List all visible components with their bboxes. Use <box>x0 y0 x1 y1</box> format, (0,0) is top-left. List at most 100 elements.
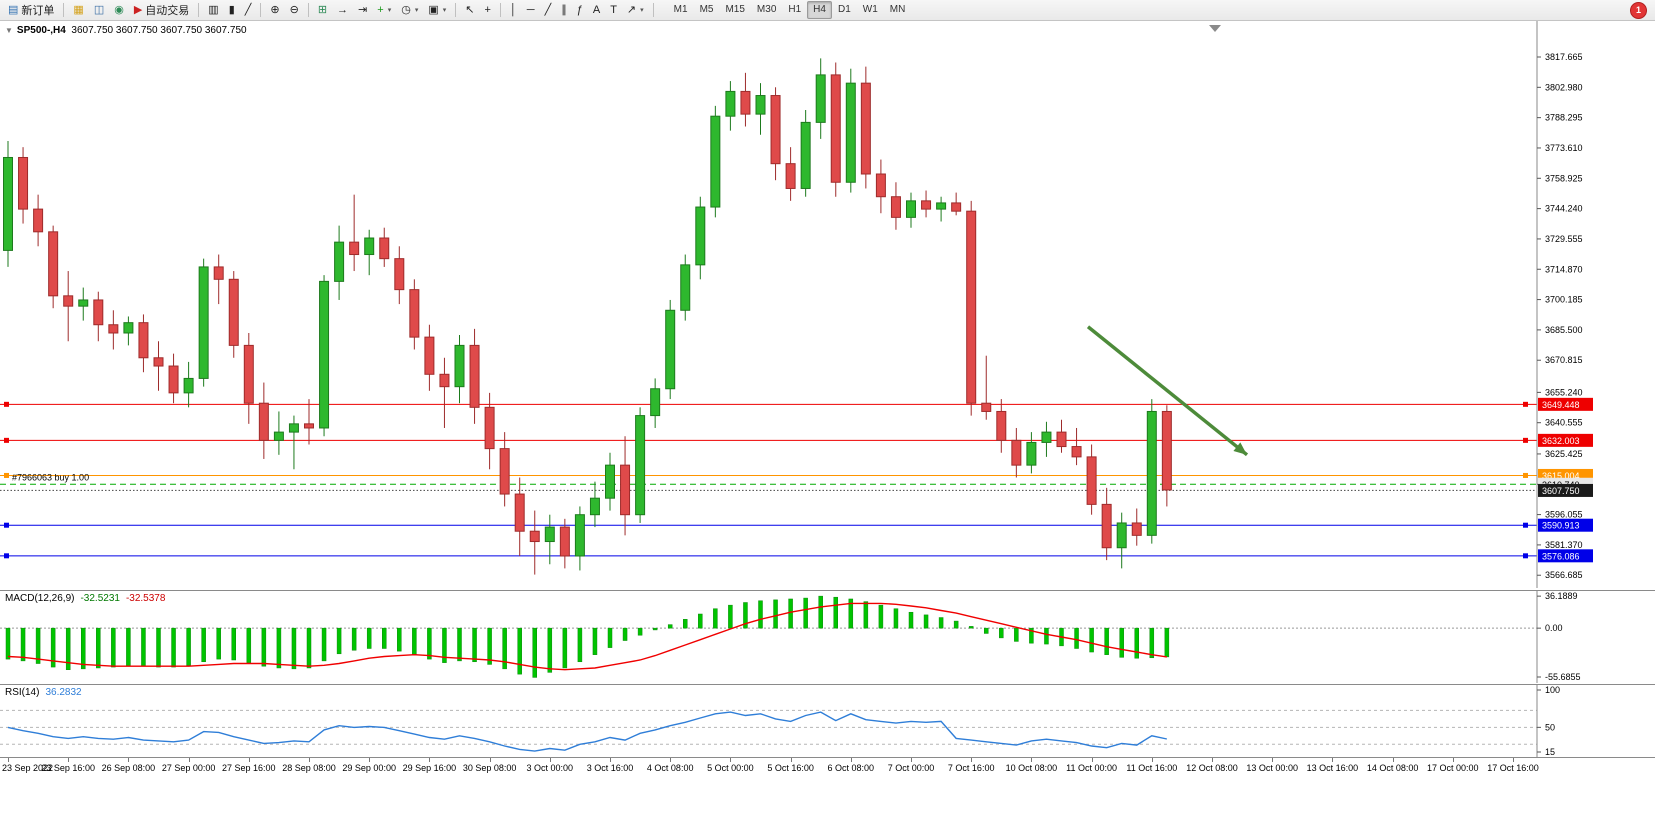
price-axis-label[interactable]: 3817.665 <box>1545 52 1583 62</box>
open-position-label[interactable]: #7966063 buy 1.00 <box>12 472 89 482</box>
auto-scroll-button[interactable]: → <box>332 1 353 20</box>
indicators-button[interactable]: + ▾ <box>372 1 396 20</box>
macd-signal-value: -32.5378 <box>125 593 166 604</box>
toolbar-separator <box>260 3 262 17</box>
time-axis[interactable]: 23 Sep 2022 23 Sep 16:00 26 Sep 08:00 27 Se… <box>0 757 1655 781</box>
support-line-blue-lower-handle[interactable] <box>4 553 9 559</box>
price-axis-label[interactable]: 3670.815 <box>1545 355 1583 365</box>
resistance-line-lower-handle[interactable] <box>1523 437 1528 443</box>
tile-windows-button[interactable]: ⊞ <box>313 1 332 20</box>
candle-body <box>1161 410 1172 491</box>
horizontal-line-button[interactable]: ─ <box>522 1 540 20</box>
macd-histogram-bar <box>1164 627 1170 658</box>
candlestick-chart-button[interactable]: ▮ <box>224 1 240 20</box>
macd-histogram-bar <box>472 627 477 663</box>
new-order-button[interactable]: ▤ 新订单 <box>3 1 59 20</box>
price-axis-label[interactable]: 3788.295 <box>1545 113 1583 123</box>
rsi-canvas[interactable]: 100 50 15 <box>0 685 1655 757</box>
timeframe-button-w1[interactable]: W1 <box>862 4 878 15</box>
price-chart-canvas[interactable]: #7966063 buy 1.00 3817.665 3802.980 3788.29… <box>0 21 1655 588</box>
price-axis-label[interactable]: 3773.610 <box>1545 143 1583 153</box>
macd-indicator-panel[interactable]: 36.1889 0.00 -55.6855 <box>0 590 1655 683</box>
vertical-line-button[interactable]: │ <box>505 1 522 20</box>
timeframe-button-mn[interactable]: MN <box>889 4 906 15</box>
candle-body <box>725 90 736 117</box>
text-button[interactable]: A <box>588 1 605 20</box>
candle-body <box>951 202 962 212</box>
one-click-trading-toggle[interactable]: ▼ <box>5 26 13 35</box>
price-axis-label[interactable]: 3802.980 <box>1545 82 1583 92</box>
candle-body <box>815 74 826 123</box>
zoom-in-button[interactable]: ⊕ <box>265 1 284 20</box>
support-line-blue-lower-handle[interactable] <box>1523 553 1528 559</box>
price-axis-label[interactable]: 3640.555 <box>1545 418 1583 428</box>
time-axis-tick <box>971 758 973 762</box>
toolbar-separator <box>307 3 309 17</box>
price-axis-label[interactable]: 3700.185 <box>1545 295 1583 305</box>
timeframe-button-m15[interactable]: M15 <box>725 4 745 15</box>
resistance-line-lower-handle[interactable] <box>4 437 9 443</box>
notifications-badge[interactable]: 1 <box>1630 1 1647 19</box>
timeframe-button-h1[interactable]: H1 <box>788 4 802 15</box>
trend-arrow-head[interactable] <box>1233 442 1247 455</box>
macd-histogram-bar <box>1119 627 1124 658</box>
macd-histogram-bar <box>487 627 492 665</box>
trendline-icon: ╱ <box>544 3 552 16</box>
price-axis-label[interactable]: 3625.425 <box>1545 449 1583 459</box>
support-line-orange-handle[interactable] <box>1523 472 1528 478</box>
terminal-button[interactable]: ◉ <box>109 1 129 20</box>
price-axis-label[interactable]: 3566.685 <box>1545 570 1583 580</box>
timeframe-button-m5[interactable]: M5 <box>699 4 714 15</box>
time-axis-label: 6 Oct 08:00 <box>827 763 875 773</box>
macd-histogram-bar <box>698 613 703 629</box>
price-axis-label[interactable]: 3758.925 <box>1545 173 1583 183</box>
market-watch-button[interactable]: ▦ <box>68 1 88 20</box>
support-line-blue-upper-handle[interactable] <box>1523 522 1528 528</box>
timeframe-button-d1[interactable]: D1 <box>837 4 851 15</box>
resistance-line-upper-handle[interactable] <box>4 401 9 407</box>
timeframe-button-h4[interactable]: H4 <box>807 1 832 19</box>
zoom-out-button[interactable]: ⊖ <box>285 1 304 20</box>
crosshair-button[interactable]: + <box>479 1 495 20</box>
trendline-button[interactable]: ╱ <box>540 1 557 20</box>
candle-body <box>469 344 480 408</box>
macd-histogram-bar <box>517 627 522 675</box>
price-axis-label[interactable]: 3729.555 <box>1545 234 1583 244</box>
price-axis-label[interactable]: 3596.055 <box>1545 510 1583 520</box>
price-axis-label[interactable]: 3655.240 <box>1545 387 1583 397</box>
candle-body <box>33 208 44 233</box>
timeframe-button-m30[interactable]: M30 <box>756 4 777 15</box>
support-line-orange-handle[interactable] <box>4 472 9 478</box>
rsi-indicator-panel[interactable]: 100 50 15 <box>0 684 1655 757</box>
timeframe-button-m1[interactable]: M1 <box>673 4 688 15</box>
price-axis-label[interactable]: 3685.500 <box>1545 325 1583 335</box>
price-axis-label[interactable]: 3744.240 <box>1545 204 1583 214</box>
time-axis-label: 23 Sep 2022 <box>2 763 54 773</box>
support-line-blue-upper-price-label <box>1538 518 1593 532</box>
cursor-button[interactable]: ↖ <box>460 1 479 20</box>
macd-canvas[interactable]: 36.1889 0.00 -55.6855 <box>0 591 1655 683</box>
navigator-button[interactable]: ◫ <box>89 1 109 20</box>
chart-shift-button[interactable]: ⇥ <box>353 1 372 20</box>
chart-shift-marker[interactable] <box>1209 25 1221 32</box>
label-button[interactable]: T <box>605 1 622 20</box>
support-line-blue-upper-handle[interactable] <box>4 522 9 528</box>
price-axis-label[interactable]: 3714.870 <box>1545 264 1583 274</box>
time-axis-label: 5 Oct 16:00 <box>767 763 814 773</box>
periods-button[interactable]: ◷ ▾ <box>396 1 423 20</box>
templates-button[interactable]: ▣ ▾ <box>423 1 451 20</box>
price-chart-panel[interactable]: #7966063 buy 1.00 3817.665 3802.980 3788.29… <box>0 21 1655 588</box>
trend-arrow[interactable] <box>1086 325 1249 457</box>
resistance-line-upper-handle[interactable] <box>1523 401 1528 407</box>
channel-button[interactable]: ∥ <box>556 1 572 20</box>
macd-axis-label: 36.1889 <box>1545 591 1578 601</box>
fibonacci-button[interactable]: ƒ <box>572 1 588 20</box>
price-axis-label[interactable]: 3581.370 <box>1545 540 1583 550</box>
line-chart-button[interactable]: ╱ <box>240 1 257 20</box>
macd-histogram-bar <box>743 602 748 629</box>
arrows-button[interactable]: ↗ ▾ <box>622 1 649 20</box>
candle-body <box>830 74 841 183</box>
bars-chart-button[interactable]: ▥ <box>203 1 223 20</box>
crosshair-icon: + <box>484 3 491 16</box>
auto-trading-button[interactable]: ▶ 自动交易 <box>129 1 194 20</box>
